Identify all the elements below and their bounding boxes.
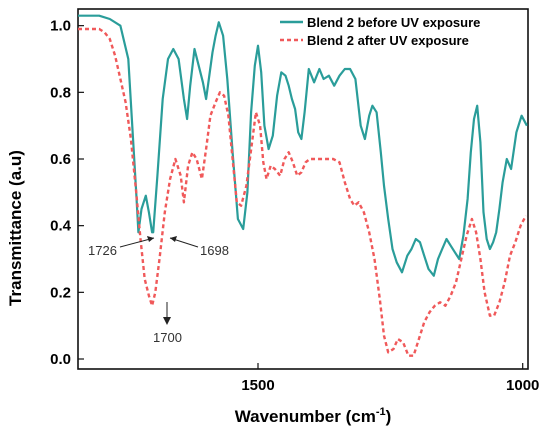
annotation-label-1700: 1700: [153, 330, 182, 345]
plot-frame: [77, 8, 529, 370]
y-tick-label: 0.2: [50, 284, 71, 301]
series-group: [78, 14, 528, 357]
x-axis-ticks: 1500 1000: [241, 363, 539, 394]
legend-label-after-uv: Blend 2 after UV exposure: [307, 33, 469, 48]
x-axis-label-text: Wavenumber (cm: [235, 407, 376, 426]
x-tick-label: 1500: [241, 377, 274, 394]
legend-label-before-uv: Blend 2 before UV exposure: [307, 15, 480, 30]
annotation-arrowhead-1726: [147, 236, 154, 242]
x-axis-label-superscript: -1: [376, 406, 386, 418]
annotation-arrowhead-1700: [163, 317, 171, 325]
y-tick-label: 0.0: [50, 351, 71, 368]
annotation-label-1698: 1698: [200, 243, 229, 258]
peak-annotations: 1726 1698 1700: [88, 236, 229, 345]
legend: Blend 2 before UV exposure Blend 2 after…: [280, 15, 480, 48]
x-axis-label-suffix: ): [386, 407, 392, 426]
annotation-label-1726: 1726: [88, 243, 117, 258]
series-line-after-uv: [78, 27, 527, 357]
x-axis-label: Wavenumber (cm-1): [235, 406, 392, 426]
y-axis-ticks: 1.0 0.8 0.6 0.4 0.2 0.0: [50, 18, 84, 368]
y-axis-label: Transmittance (a.u): [6, 150, 25, 306]
y-tick-label: 0.4: [50, 218, 72, 235]
annotation-arrowhead-1698: [170, 236, 177, 242]
x-tick-label: 1000: [506, 377, 539, 394]
y-tick-label: 1.0: [50, 18, 71, 35]
y-tick-label: 0.6: [50, 151, 71, 168]
y-tick-label: 0.8: [50, 84, 71, 101]
series-line-before-uv: [78, 14, 528, 277]
